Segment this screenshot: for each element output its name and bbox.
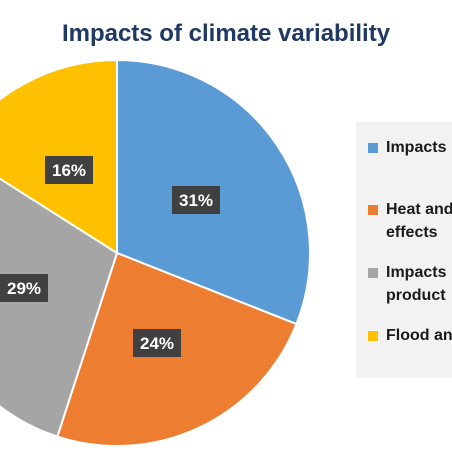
data-label-text-1: 31% bbox=[179, 191, 213, 210]
legend-label-2a: Heat and bbox=[386, 201, 452, 218]
legend-label-3a: Impacts bbox=[386, 264, 447, 281]
legend-swatch-2 bbox=[368, 205, 378, 215]
data-label-text-4: 16% bbox=[52, 161, 86, 180]
pie-slice-3 bbox=[0, 177, 119, 438]
data-label-text-2: 24% bbox=[140, 334, 174, 353]
data-label-box-2 bbox=[133, 329, 181, 357]
data-label-2: 24% bbox=[133, 329, 181, 357]
data-label-4: 16% bbox=[45, 156, 93, 184]
legend-label-3b: product bbox=[386, 287, 446, 304]
data-label-1: 31% bbox=[172, 186, 220, 214]
legend-swatch-4 bbox=[368, 331, 378, 341]
legend-label-2b: effects bbox=[386, 224, 438, 241]
legend-swatch-3 bbox=[368, 268, 378, 278]
data-label-box-1 bbox=[172, 186, 220, 214]
data-label-box-3 bbox=[0, 274, 48, 302]
chart-title: Impacts of climate variability bbox=[61, 20, 391, 47]
legend-label-1: Impacts bbox=[386, 139, 447, 156]
legend-swatch-1 bbox=[368, 143, 378, 153]
data-label-box-4 bbox=[45, 156, 93, 184]
legend-label-4: Flood an bbox=[386, 327, 452, 344]
data-label-text-3: 29% bbox=[7, 279, 41, 298]
legend: Impacts Heat and effects Impacts product… bbox=[356, 122, 452, 378]
data-label-3: 29% bbox=[0, 274, 48, 302]
